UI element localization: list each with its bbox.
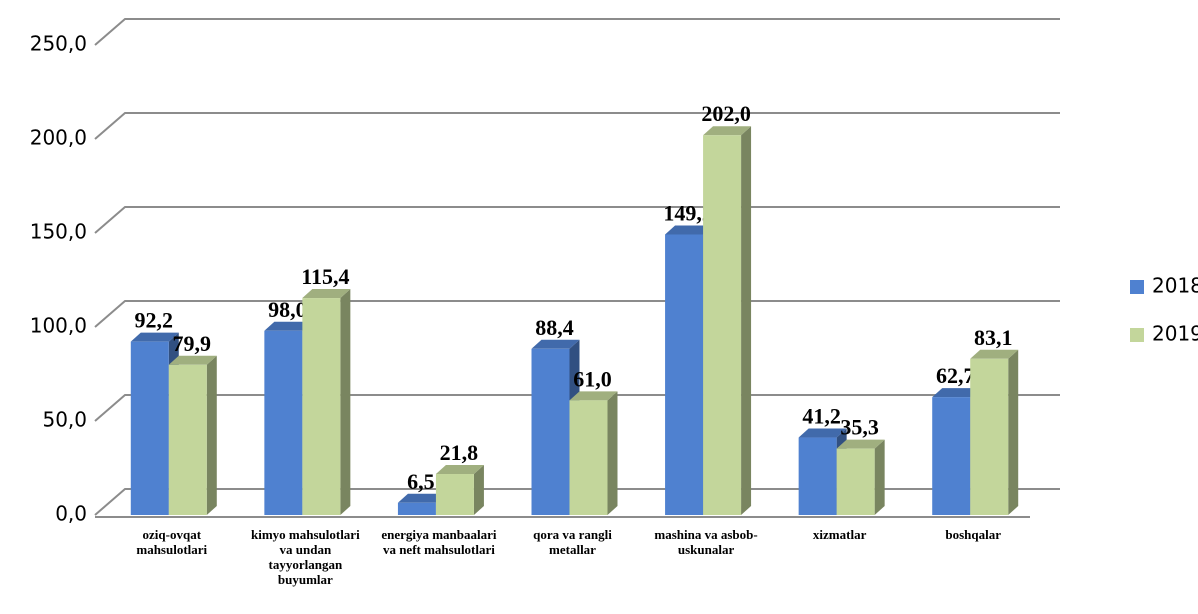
bar-front [665, 234, 704, 515]
bar-side [340, 289, 351, 515]
bar-top [665, 225, 714, 235]
x-tick-label: oziq-ovqat mahsulotlari [136, 527, 208, 557]
bar-front [435, 474, 474, 515]
value-label: 202,0 [701, 101, 751, 126]
bar-front [130, 341, 169, 515]
y-tick-label: 0,0 [55, 502, 87, 526]
bar-front [531, 348, 570, 515]
x-tick-label: mashina va asbob-uskunalar [654, 527, 758, 557]
bar-front [836, 448, 875, 515]
bar-top [168, 355, 217, 365]
bar-front [264, 330, 303, 515]
value-label: 21,8 [440, 440, 479, 465]
grid-line [94, 112, 1060, 140]
legend-swatch [1130, 328, 1144, 342]
bar-side [741, 126, 752, 516]
x-tick-label: qora va rangli metallar [533, 527, 612, 557]
y-tick-label: 150,0 [30, 220, 87, 244]
y-tick-label: 200,0 [30, 126, 87, 150]
value-label: 6,5 [407, 469, 435, 494]
bar-front [970, 358, 1009, 515]
bar [836, 439, 885, 515]
value-label: 92,2 [135, 308, 174, 333]
bar-top [798, 428, 847, 438]
bar-top [569, 391, 618, 401]
bar-side [607, 391, 618, 515]
grid-line [94, 18, 1060, 46]
bar [703, 126, 752, 516]
legend-swatch [1130, 280, 1144, 294]
value-label: 35,3 [840, 415, 879, 440]
bar-side [206, 355, 217, 515]
x-tick-label: energiya manbaalari va neft mahsulotlari [381, 527, 497, 557]
bar-top [932, 388, 981, 398]
y-tick-label: 50,0 [42, 408, 87, 432]
x-tick-label: kimyo mahsulotlari va undan tayyorlangan… [250, 527, 360, 587]
bar-top [397, 493, 446, 503]
value-label: 62,7 [936, 363, 975, 388]
bar-side [1008, 349, 1019, 515]
bar-side [473, 465, 484, 515]
bar-top [531, 339, 580, 349]
bar-front [798, 437, 837, 515]
bar [168, 355, 217, 515]
bar-top [130, 332, 179, 342]
value-label: 83,1 [974, 325, 1013, 350]
bar-front [932, 397, 971, 515]
bar-top [703, 126, 752, 136]
value-label: 98,0 [268, 297, 307, 322]
bar-top [836, 439, 885, 449]
value-label: 88,4 [535, 315, 574, 340]
legend-label: 2018 [1152, 274, 1198, 298]
bar [435, 465, 484, 515]
bar-side [874, 439, 885, 515]
value-label: 61,0 [573, 366, 612, 391]
bar-top [264, 321, 313, 331]
x-tick-label: boshqalar [945, 527, 1002, 542]
bar-front [302, 298, 341, 515]
y-tick-label: 100,0 [30, 314, 87, 338]
x-tick-label: xizmatlar [812, 527, 867, 542]
bar-top [435, 465, 484, 475]
value-label: 115,4 [301, 264, 349, 289]
bar-top [970, 349, 1019, 359]
bar-top [302, 289, 351, 299]
value-label: 79,9 [173, 331, 212, 356]
grid-line [94, 300, 1060, 328]
bar-front [569, 400, 608, 515]
grid-line [94, 206, 1060, 234]
value-label: 41,2 [802, 404, 841, 429]
legend-label: 2019 [1152, 322, 1198, 346]
bar [302, 289, 351, 515]
bar-front [168, 364, 207, 515]
bar-front [397, 502, 436, 515]
bar-front [703, 135, 742, 516]
bar [970, 349, 1019, 515]
bar [569, 391, 618, 515]
y-tick-label: 250,0 [30, 32, 87, 56]
